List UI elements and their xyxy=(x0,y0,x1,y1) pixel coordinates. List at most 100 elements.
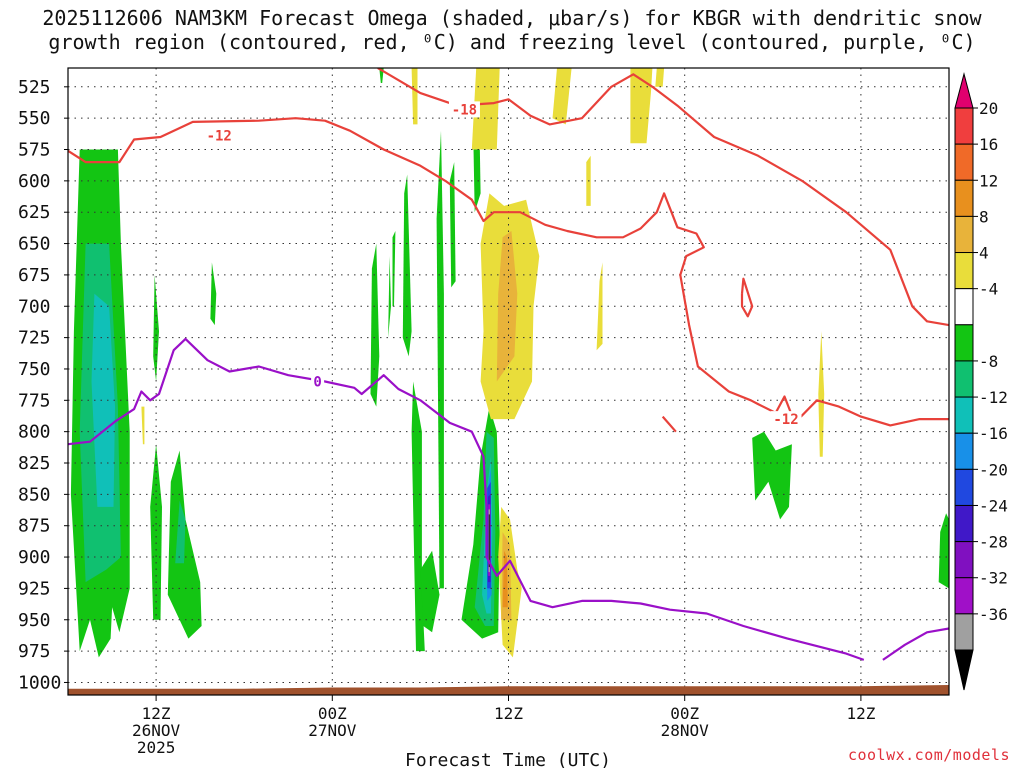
colorbar-bottom-arrow xyxy=(954,649,974,691)
colorbar-label-5: -4 xyxy=(979,280,998,299)
colorbar-label-4: 4 xyxy=(979,244,989,263)
xtick-label-0-2: 2025 xyxy=(137,738,176,757)
omega-region-rising-main-core xyxy=(496,231,518,382)
ytick-label-575: 575 xyxy=(18,140,51,161)
colorbar-cell-14 xyxy=(954,613,974,651)
xtick-label-3-1: 28NOV xyxy=(661,721,710,740)
colorbar-cell-2 xyxy=(954,179,974,217)
terrain xyxy=(68,685,949,695)
colorbar-cell-10 xyxy=(954,468,974,506)
ytick-label-850: 850 xyxy=(18,484,51,505)
colorbar-cell-3 xyxy=(954,215,974,254)
colorbar-cell-12 xyxy=(954,541,974,579)
freezing-contour-0 xyxy=(68,337,865,661)
omega-region-rising-3 xyxy=(552,68,572,125)
chart-title: 2025112606 NAM3KM Forecast Omega (shaded… xyxy=(0,6,1024,54)
omega-region-streak-3 xyxy=(370,243,380,407)
omega-region-streak-11 xyxy=(392,231,396,307)
ytick-label-800: 800 xyxy=(18,422,51,443)
title-line-2: growth region (contoured, red, ⁰C) and f… xyxy=(48,30,976,54)
colorbar-label-3: 8 xyxy=(979,207,989,226)
omega-region-streak-7 xyxy=(436,130,444,589)
ytick-label-525: 525 xyxy=(18,77,51,98)
xtick-label-2-0: 12Z xyxy=(494,704,523,723)
dgz-contour-2 xyxy=(377,68,949,327)
ytick-label-975: 975 xyxy=(18,641,51,662)
omega-region-patch-a xyxy=(150,444,162,620)
colorbar-label-13: -36 xyxy=(979,605,1008,624)
dgz-label-bg-0 xyxy=(203,127,235,144)
ytick-label-950: 950 xyxy=(18,610,51,631)
terrain-fill xyxy=(68,685,949,695)
ytick-label-550: 550 xyxy=(18,108,51,129)
colorbar-cell-11 xyxy=(954,504,974,543)
colorbar-label-1: 16 xyxy=(979,135,998,154)
omega-region-rising-1 xyxy=(411,68,418,125)
title-line-1: 2025112606 NAM3KM Forecast Omega (shaded… xyxy=(42,6,982,30)
colorbar-cell-0 xyxy=(954,107,974,145)
colorbar-cell-6 xyxy=(954,324,974,362)
grid xyxy=(68,68,949,695)
ytick-label-925: 925 xyxy=(18,578,51,599)
dgz-label-bg-1 xyxy=(770,411,802,428)
ytick-label-600: 600 xyxy=(18,171,51,192)
colorbar-label-12: -32 xyxy=(979,569,1008,588)
colorbar-label-7: -12 xyxy=(979,388,1008,407)
ytick-label-675: 675 xyxy=(18,265,51,286)
omega-region-streak-13 xyxy=(388,256,391,338)
omega-region-patch-b-core xyxy=(175,500,186,564)
colorbar-cell-1 xyxy=(954,143,974,181)
colorbar-label-0: 20 xyxy=(979,99,998,118)
ytick-label-900: 900 xyxy=(18,547,51,568)
ytick-label-825: 825 xyxy=(18,453,51,474)
dgz-contour-0 xyxy=(68,117,949,427)
colorbar-label-10: -24 xyxy=(979,496,1008,515)
ytick-label-775: 775 xyxy=(18,390,51,411)
dgz-label-1: -12 xyxy=(773,412,798,428)
dgz-contour-3 xyxy=(740,277,754,318)
omega-region-streak-1 xyxy=(210,262,217,326)
ytick-label-725: 725 xyxy=(18,328,51,349)
omega-region-center-core xyxy=(488,514,490,568)
colorbar-cell-4 xyxy=(954,252,974,290)
ytick-label-1000: 1000 xyxy=(18,672,61,693)
freezing-contour-1 xyxy=(882,627,949,661)
colorbar: 20 16 12 8 4 -4 -8 -12 -16 -20 -24 -28 -32 -36 xyxy=(954,72,1008,691)
dgz-contour-1 xyxy=(661,415,677,433)
omega-region-rising-5 xyxy=(655,68,665,87)
omega-shading xyxy=(70,68,949,658)
colorbar-label-2: 12 xyxy=(979,171,998,190)
credit: coolwx.com/models xyxy=(847,746,1010,764)
omega-region-rising-8 xyxy=(141,406,145,445)
colorbar-cell-13 xyxy=(954,577,974,615)
dgz-label-2: -18 xyxy=(452,102,477,118)
colorbar-label-6: -8 xyxy=(979,352,998,371)
xtick-label-0-0: 12Z xyxy=(142,704,171,723)
ytick-label-875: 875 xyxy=(18,516,51,537)
xtick-label-0-1: 26NOV xyxy=(132,721,181,740)
dgz-contours: -12 -12 -18 xyxy=(68,68,949,433)
omega-region-streak-4 xyxy=(402,174,412,357)
omega-region-column-1-inner xyxy=(91,293,115,507)
ytick-label-650: 650 xyxy=(18,234,51,255)
freezing-label-bg-0 xyxy=(311,373,325,390)
xtick-label-3-0: 00Z xyxy=(670,704,699,723)
colorbar-cell-9 xyxy=(954,432,974,470)
x-axis-title: Forecast Time (UTC) xyxy=(405,750,611,768)
omega-region-streak-6 xyxy=(420,550,440,633)
colorbar-cell-8 xyxy=(954,396,974,434)
colorbar-cell-5 xyxy=(954,288,974,326)
dgz-label-0: -12 xyxy=(207,129,232,145)
omega-region-rising-2 xyxy=(471,68,500,150)
freezing-level: 0 xyxy=(68,337,949,661)
ytick-label-750: 750 xyxy=(18,359,51,380)
ytick-label-625: 625 xyxy=(18,202,51,223)
omega-region-rising-9 xyxy=(818,331,825,457)
colorbar-label-8: -16 xyxy=(979,424,1008,443)
omega-region-rising-7 xyxy=(596,262,603,351)
dgz-label-bg-2 xyxy=(448,101,480,118)
y-axis: 525 550 575 600 625 650 675 700 725 750 775 800 825 8… xyxy=(18,77,68,693)
omega-region-patch-b xyxy=(167,450,202,639)
